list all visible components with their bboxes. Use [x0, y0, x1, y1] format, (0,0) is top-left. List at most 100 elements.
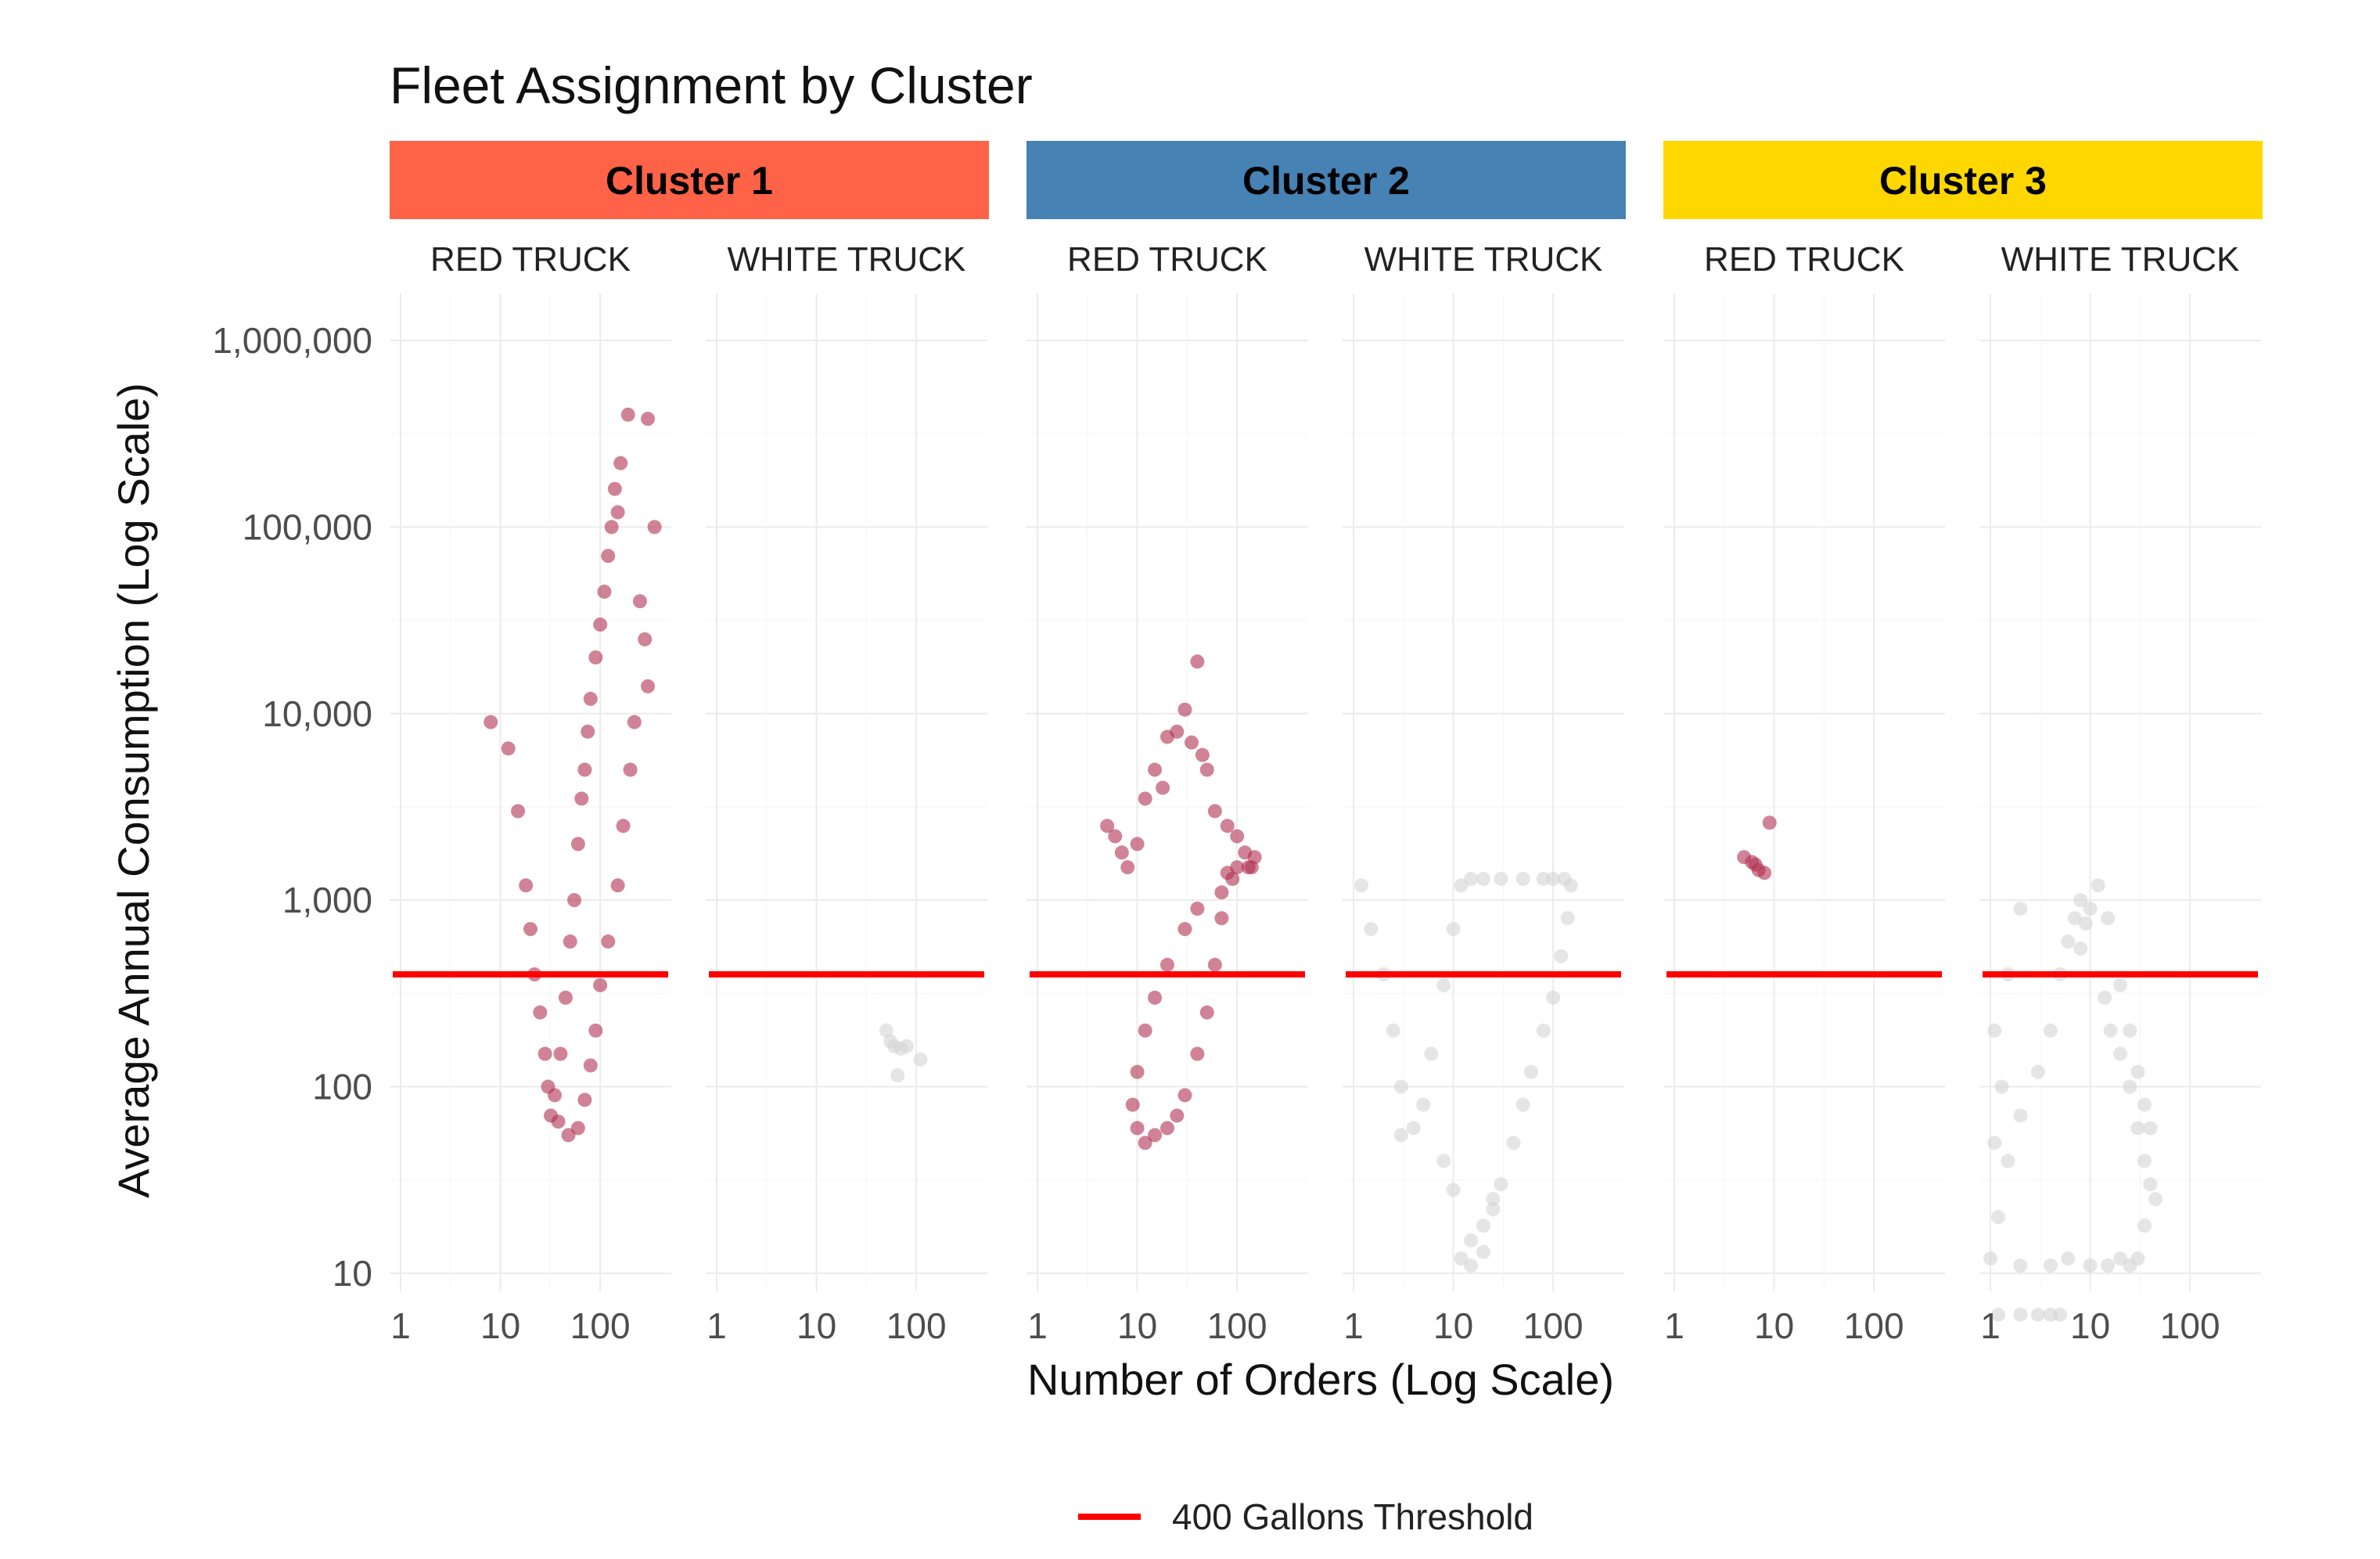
data-point-c1-red-truck-2	[501, 741, 516, 756]
data-point-c2-red-truck-32	[1148, 1128, 1163, 1143]
data-point-c1-red-truck-29	[620, 407, 635, 422]
data-point-c3-white-truck-3	[2001, 1154, 2015, 1168]
data-point-c1-red-truck-24	[601, 549, 616, 563]
x-tick-label-c2-red-truck-10: 10	[1117, 1305, 1157, 1346]
data-point-c3-white-truck-16	[2098, 990, 2112, 1005]
data-point-c1-red-truck-3	[511, 804, 526, 819]
data-point-c2-red-truck-24	[1177, 922, 1192, 937]
x-tick-label-c1-red-truck-10: 10	[480, 1305, 520, 1346]
data-point-c2-white-truck-6	[1393, 1128, 1408, 1143]
data-point-c3-white-truck-47	[1987, 1136, 2002, 1150]
panel-c3-white-truck: WHITE TRUCK 1 10 100	[1979, 240, 2261, 1346]
data-point-c3-white-truck-11	[2083, 902, 2098, 916]
x-tick-label-c1-white-truck-10: 10	[796, 1305, 836, 1346]
x-tick-label-c2-white-truck-100: 100	[1523, 1305, 1584, 1346]
data-point-c2-red-truck-31	[1138, 1136, 1152, 1150]
y-tick-label-100: 100	[312, 1067, 372, 1107]
data-point-c3-white-truck-42	[2113, 978, 2127, 992]
data-point-c1-white-truck-5	[890, 1068, 905, 1083]
data-point-c2-red-truck-16	[1207, 804, 1222, 819]
data-point-c3-white-truck-19	[2123, 1079, 2137, 1094]
data-point-c1-red-truck-43	[577, 1093, 592, 1107]
data-point-c2-red-truck-17	[1220, 819, 1235, 834]
data-point-c3-white-truck-8	[2061, 934, 2076, 949]
data-point-c1-red-truck-37	[616, 819, 631, 834]
data-point-c2-white-truck-4	[1386, 1023, 1400, 1038]
data-point-c2-white-truck-32	[1454, 1251, 1469, 1266]
x-tick-label-c2-red-truck-1: 1	[1027, 1305, 1048, 1346]
x-tick-label-c1-white-truck-100: 100	[886, 1305, 947, 1346]
data-point-c1-red-truck-16	[570, 837, 585, 852]
data-point-c2-white-truck-34	[1476, 1244, 1490, 1259]
data-point-c3-white-truck-30	[2061, 1251, 2076, 1266]
data-point-c1-red-truck-39	[601, 934, 616, 949]
data-point-c2-red-truck-10	[1170, 724, 1185, 739]
x-tick-label-c3-red-truck-1: 1	[1664, 1305, 1684, 1346]
data-point-c2-white-truck-37	[1436, 1154, 1451, 1168]
data-point-c2-red-truck-30	[1130, 1121, 1145, 1136]
data-point-c2-red-truck-43	[1247, 850, 1262, 865]
data-point-c1-red-truck-27	[610, 505, 625, 520]
data-point-c3-white-truck-31	[2043, 1258, 2058, 1273]
legend: 400 Gallons Threshold	[1078, 1496, 1533, 1537]
data-point-c2-white-truck-14	[1476, 871, 1490, 886]
data-point-c3-white-truck-39	[2137, 1097, 2152, 1112]
data-point-c2-red-truck-41	[1230, 860, 1245, 875]
data-point-c2-white-truck-22	[1554, 949, 1569, 963]
panel-label-c1-red-truck: RED TRUCK	[430, 240, 631, 279]
data-point-c3-white-truck-38	[2143, 1121, 2158, 1136]
data-point-c2-white-truck-10	[1436, 978, 1451, 992]
data-point-c2-white-truck-2	[1364, 922, 1379, 937]
data-point-c2-red-truck-1	[1100, 819, 1115, 834]
x-tick-label-c2-white-truck-1: 1	[1343, 1305, 1364, 1346]
x-tick-label-c3-white-truck-1: 1	[1980, 1305, 2001, 1346]
x-tick-label-c3-red-truck-10: 10	[1754, 1305, 1794, 1346]
x-axis-title: Number of Orders (Log Scale)	[1027, 1355, 1614, 1404]
data-point-c2-white-truck-29	[1486, 1202, 1501, 1217]
data-point-c1-red-truck-46	[551, 1114, 566, 1129]
data-point-c1-red-truck-36	[623, 762, 638, 777]
data-point-c2-red-truck-29	[1125, 1097, 1140, 1112]
data-point-c2-red-truck-18	[1230, 829, 1245, 844]
data-point-c2-white-truck-21	[1560, 911, 1575, 926]
data-point-c2-white-truck-27	[1506, 1136, 1521, 1150]
data-point-c2-white-truck-11	[1446, 922, 1461, 937]
data-point-c2-white-truck-26	[1515, 1097, 1530, 1112]
data-point-c3-white-truck-24	[2137, 1219, 2152, 1233]
data-point-c2-red-truck-5	[1130, 837, 1145, 852]
data-point-c3-white-truck-46	[1994, 1079, 2009, 1094]
data-point-c1-red-truck-17	[574, 791, 589, 806]
data-point-c1-red-truck-40	[593, 978, 608, 992]
data-point-c2-red-truck-14	[1195, 747, 1210, 762]
chart-title: Fleet Assignment by Cluster	[390, 56, 1033, 114]
data-point-c1-red-truck-1	[484, 715, 498, 729]
data-point-c2-red-truck-35	[1177, 1088, 1192, 1103]
panel-label-c1-white-truck: WHITE TRUCK	[728, 240, 966, 279]
data-point-c1-red-truck-22	[593, 617, 608, 632]
data-point-c2-white-truck-7	[1406, 1121, 1421, 1136]
data-point-c2-white-truck-16	[1515, 871, 1530, 886]
cluster-strip-3	[1663, 141, 2263, 219]
data-point-c1-red-truck-44	[570, 1121, 585, 1136]
data-point-c1-red-truck-41	[588, 1023, 603, 1038]
data-point-c2-red-truck-23	[1190, 902, 1205, 916]
data-point-c2-white-truck-35	[1486, 1192, 1501, 1207]
data-point-c1-red-truck-31	[647, 520, 662, 535]
data-point-c3-white-truck-12	[2091, 878, 2105, 893]
panel-c1-white-truck: WHITE TRUCK 1 10 100	[706, 240, 987, 1346]
data-point-c3-white-truck-45	[1987, 1023, 2002, 1038]
data-point-c2-white-truck-33	[1464, 1258, 1479, 1273]
x-tick-label-c1-white-truck-1: 1	[706, 1305, 727, 1346]
data-point-c1-red-truck-35	[627, 715, 642, 729]
data-point-c2-red-truck-15	[1199, 762, 1214, 777]
data-point-c3-white-truck-37	[2053, 1307, 2068, 1322]
x-tick-label-c3-white-truck-100: 100	[2160, 1305, 2220, 1346]
y-tick-label-100-000: 100,000	[243, 506, 372, 547]
data-point-c3-white-truck-10	[2073, 893, 2088, 908]
data-point-c1-red-truck-33	[638, 632, 653, 646]
y-tick-label-1-000: 1,000	[282, 880, 372, 920]
data-point-c3-white-truck-35	[2030, 1307, 2045, 1322]
cluster-strip-2	[1026, 141, 1626, 219]
data-point-c2-red-truck-27	[1138, 1023, 1152, 1038]
